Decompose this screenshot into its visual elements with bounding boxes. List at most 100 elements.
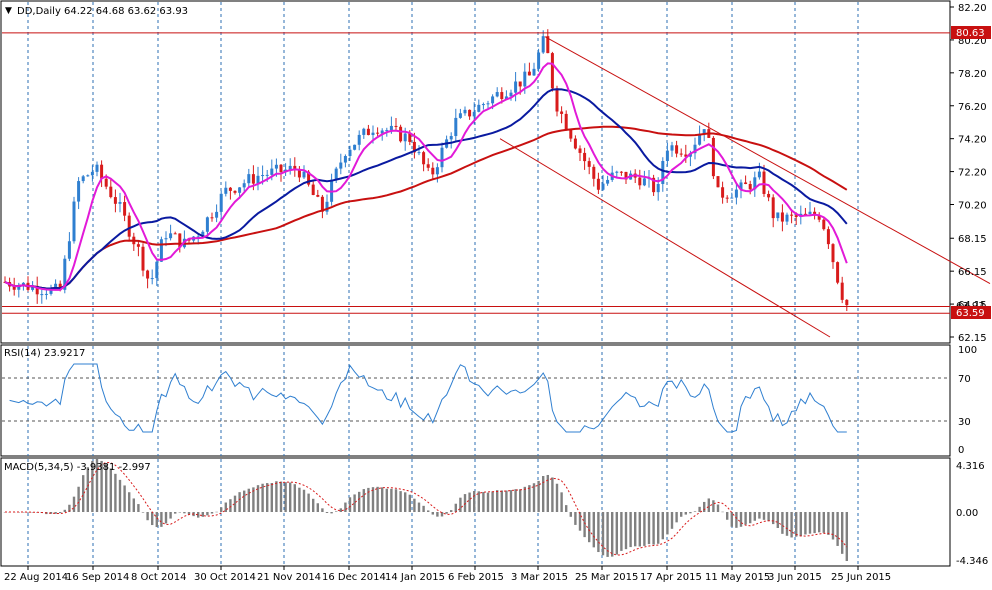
candle-up [357,134,361,145]
macd-bar [427,510,430,512]
macd-bar [477,491,480,512]
candle-down [320,196,324,212]
candle-down [100,164,104,179]
candle-up [302,171,306,178]
macd-bar [643,512,646,546]
resistance-price-label: 80.63 [956,28,985,39]
candle-up [325,201,329,212]
resistance-price-tag [951,26,991,39]
macd-bar [197,512,200,518]
candle-down [251,174,255,184]
candle-down [123,202,127,216]
macd-bar [413,498,416,512]
candle-down [624,171,628,180]
price-plot [2,29,991,338]
candle-up [486,103,490,105]
macd-bar [330,512,333,514]
macd-bar [588,512,591,543]
macd-bar [454,503,457,512]
macd-bar [344,502,347,512]
candle-up [477,104,481,112]
candle-up [509,92,513,97]
macd-bar [183,512,186,514]
macd-bar [128,492,131,512]
candle-up [665,150,669,162]
candle-down [210,217,214,219]
candle-down [279,164,283,173]
candle-down [845,299,849,306]
candle-up [495,92,499,97]
macd-bar [606,512,609,557]
candle-up [606,179,610,184]
candle-down [104,178,108,187]
macd-bar [726,512,729,520]
ma-slow-line [4,125,848,290]
macd-bar [381,487,384,512]
candle-up [601,183,605,190]
candle-up [435,167,439,175]
macd-bar [542,476,545,512]
dropdown-arrow-icon[interactable]: ▼ [5,6,12,16]
candle-up [753,177,757,190]
macd-bar [597,512,600,553]
candle-down [725,197,729,199]
macd-bar [611,512,614,557]
time-axis-label: 30 Oct 2014 [194,572,256,583]
price-tick-label: 82.20 [958,3,987,14]
candle-up [256,175,260,184]
macd-bar [59,512,62,514]
macd-bar [371,487,375,512]
macd-bar [730,512,733,527]
macd-bar [661,512,664,540]
macd-bar [316,503,319,512]
candle-up [242,183,246,188]
macd-bar [519,489,522,512]
macd-bar [841,512,844,554]
macd-bar [822,512,825,533]
macd-bar [624,512,628,550]
macd-bar [670,512,674,529]
macd-bar [804,512,807,535]
candle-down [109,186,113,198]
macd-bar [818,512,821,533]
macd-bar [422,505,425,512]
candle-up [238,187,242,193]
macd-bar [68,504,71,512]
macd-bar [95,458,99,512]
macd-bar [459,497,462,512]
candle-up [481,104,485,106]
macd-bar [298,487,301,512]
macd-bar [151,512,154,526]
macd-bar [551,477,554,512]
macd-bar [385,488,388,512]
candle-up [44,293,48,295]
macd-bar [266,483,269,512]
candle-down [408,133,412,142]
time-axis-label: 16 Sep 2014 [66,572,129,583]
macd-bar [358,491,361,512]
macd-bar [500,490,503,512]
candle-up [274,164,278,169]
candle-up [67,241,71,259]
candle-up [219,193,223,212]
candle-down [127,215,131,237]
macd-plot [3,458,848,562]
candle-down [817,215,821,220]
macd-bar [565,505,568,512]
candle-down [711,137,715,177]
candle-up [334,168,338,180]
macd-bar [91,460,94,512]
macd-bar [353,494,356,512]
macd-bar [721,511,724,513]
macd-bar [26,512,30,513]
macd-bar [509,490,513,512]
candle-up [40,294,44,296]
candle-down [831,244,835,263]
macd-bar [160,512,163,527]
time-axis-label: 8 Oct 2014 [131,572,186,583]
macd-bar [776,512,779,528]
time-axis-label: 25 Mar 2015 [575,572,638,583]
macd-bar [735,512,738,528]
